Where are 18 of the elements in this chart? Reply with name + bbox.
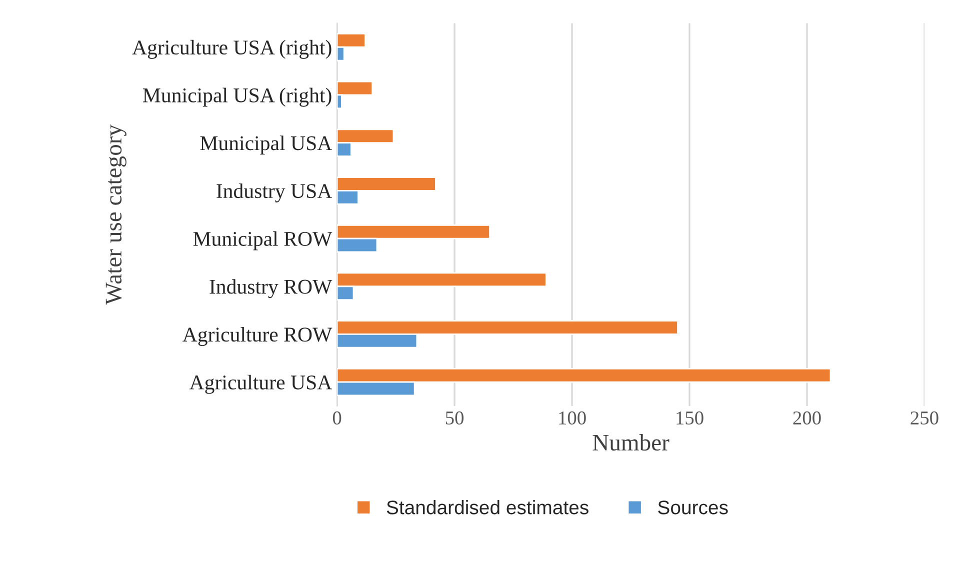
x-tick-label: 50 bbox=[446, 411, 464, 425]
x-tick-label: 0 bbox=[332, 411, 342, 425]
x-tick-label: 150 bbox=[676, 411, 704, 425]
x-tick-label: 250 bbox=[910, 411, 938, 425]
y-tick-label: Agriculture ROW bbox=[182, 326, 332, 346]
x-tick-label: 100 bbox=[559, 411, 586, 425]
x-tick-label: 200 bbox=[793, 411, 821, 425]
y-tick-label: Municipal USA (right) bbox=[142, 88, 332, 107]
y-tick-label: Industry ROW bbox=[210, 279, 332, 298]
y-tick-label: Municipal ROW bbox=[193, 231, 332, 250]
legend-label: Sources bbox=[658, 500, 728, 514]
y-tick-label: Agriculture USA (right) bbox=[132, 40, 332, 59]
x-axis-title: Number bbox=[592, 434, 670, 451]
y-tick-label: Municipal USA bbox=[200, 136, 332, 154]
y-tick-label: Industry USA bbox=[216, 183, 332, 202]
y-tick-label: Agriculture USA bbox=[189, 374, 332, 394]
y-axis-title: Water use category bbox=[106, 124, 126, 305]
legend-label: Standardised estimates bbox=[386, 500, 588, 514]
